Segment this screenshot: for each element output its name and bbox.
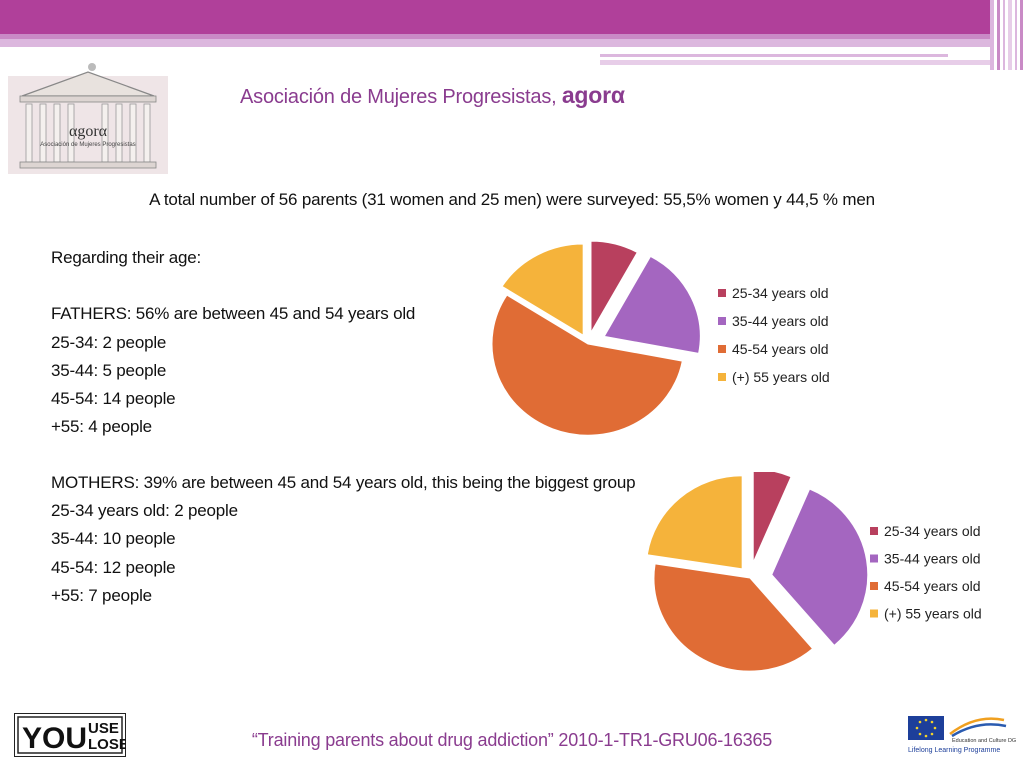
pie-slice-25-34-years-old (590, 240, 638, 335)
you-use-lose-logo: YOU USE LOSE (14, 713, 126, 757)
legend-label: 45-54 years old (732, 341, 829, 357)
fathers-line: 25-34: 2 people (51, 332, 167, 352)
mothers-line: 35-44: 10 people (51, 529, 176, 549)
pie-slice-25-34-years-old (752, 472, 792, 563)
legend-swatch (718, 373, 726, 381)
fathers-line (51, 272, 415, 300)
mothers-age-text: MOTHERS: 39% are between 45 and 54 years… (51, 469, 636, 610)
project-footer: “Training parents about drug addiction” … (251, 730, 773, 750)
legend-swatch (718, 289, 726, 297)
fathers-line: +55: 4 people (51, 417, 152, 437)
fathers-age-text: Regarding their age: FATHERS: 56% are bet… (51, 244, 415, 441)
legend-label: 25-34 years old (884, 523, 981, 539)
legend-label: 35-44 years old (732, 313, 829, 329)
legend-swatch (870, 582, 878, 590)
page-title: Asociación de Mujeres Progresistas, agor… (240, 82, 625, 109)
fathers-line: 45-54: 14 people (51, 388, 176, 408)
mothers-line: +55: 7 people (51, 585, 152, 605)
eu-caption-text: Lifelong Learning Programme (908, 747, 1000, 754)
legend-swatch (718, 345, 726, 353)
mothers-line: MOTHERS: 39% are between 45 and 54 years… (51, 473, 636, 492)
legend-label: (+) 55 years old (732, 369, 830, 385)
org-name: Asociación de Mujeres Progresistas, (240, 86, 562, 108)
mothers-line: 25-34 years old: 2 people (51, 501, 238, 521)
pie-slice-35-44-years-old (603, 255, 701, 355)
legend-label: 35-44 years old (884, 551, 981, 567)
logo-brand-text: αgorα (69, 123, 108, 140)
mothers-age-pie-chart: 25-34 years old 35-44 years old 45-54 year… (648, 472, 982, 672)
eu-lifelong-learning-logo: Education and Culture DG Lifelong Learni… (908, 716, 1016, 754)
pie-slice-35-44-years-old (771, 488, 869, 647)
pie-slice-45-54-years-old (653, 563, 814, 672)
agora-temple-logo: αgorα Asociación de Mujeres Progresistas (8, 63, 168, 174)
logo-you-text: YOU (22, 722, 87, 755)
legend-swatch (870, 609, 878, 618)
logo-lose-text: LOSE (88, 736, 126, 753)
legend-label: 45-54 years old (884, 578, 981, 594)
mothers-line: 45-54: 12 people (51, 557, 176, 577)
fathers-age-pie-chart: 25-34 years old 35-44 years old 45-54 year… (491, 240, 830, 436)
logo-use-text: USE (88, 720, 119, 737)
fathers-line: FATHERS: 56% are between 45 and 54 years… (51, 304, 416, 324)
top-banner (0, 0, 1023, 70)
survey-summary: A total number of 56 parents (31 women a… (149, 190, 875, 209)
eu-program-text: Education and Culture DG (952, 738, 1016, 744)
logo-subtitle-text: Asociación de Mujeres Progresistas (40, 142, 135, 148)
legend-label: 25-34 years old (732, 285, 829, 301)
pie-slice--55-years-old (648, 475, 743, 570)
legend-swatch (870, 554, 878, 563)
legend-swatch (718, 317, 726, 325)
fathers-line: Regarding their age: (51, 248, 202, 267)
brand-name: agorα (561, 82, 625, 108)
pie-slice-45-54-years-old (491, 294, 683, 436)
pie-slice--55-years-old (501, 243, 584, 337)
legend-swatch (870, 527, 878, 535)
fathers-line: 35-44: 5 people (51, 360, 167, 380)
legend-label: (+) 55 years old (884, 606, 982, 622)
